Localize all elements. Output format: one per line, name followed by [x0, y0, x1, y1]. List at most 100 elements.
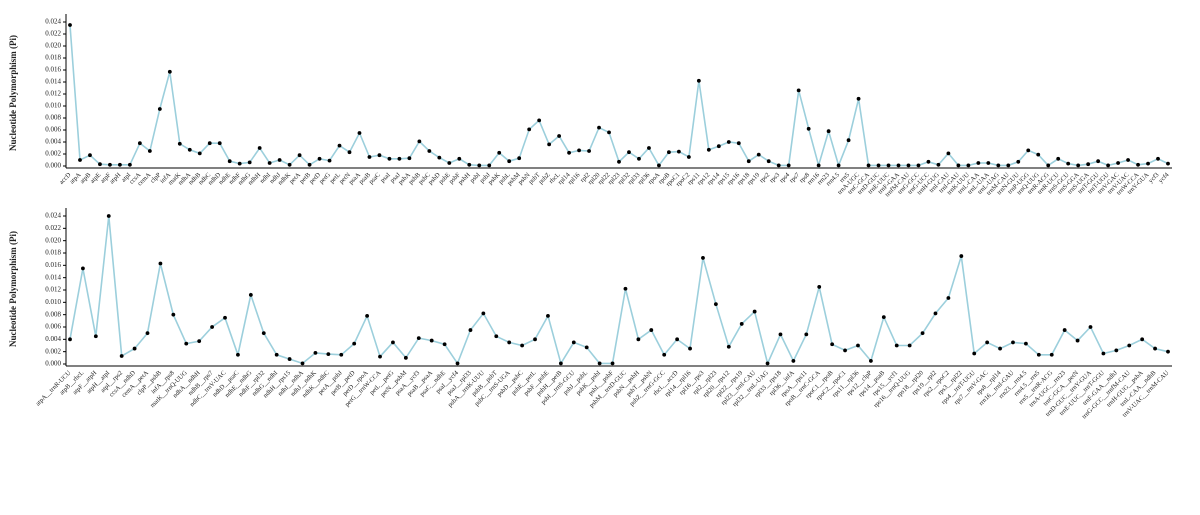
data-point [896, 163, 901, 168]
data-point [846, 138, 851, 143]
data-point [339, 352, 344, 357]
y-tick-label: 0.010 [45, 102, 61, 110]
data-point [326, 352, 331, 357]
data-point [98, 162, 102, 167]
data-point [481, 311, 486, 316]
data-point [701, 256, 705, 260]
data-point [856, 343, 860, 348]
data-point [93, 334, 98, 339]
data-point [378, 354, 382, 359]
data-point [637, 156, 641, 161]
data-point [507, 340, 512, 345]
data-point [347, 150, 352, 155]
data-point [746, 159, 751, 164]
data-point [868, 359, 873, 363]
data-point [132, 346, 137, 351]
data-point [119, 354, 124, 358]
data-point [577, 148, 581, 153]
x-tick-label: ycf4 [1157, 171, 1171, 185]
data-point [118, 162, 122, 167]
data-point [766, 159, 771, 164]
y-tick-label: 0.024 [45, 212, 61, 220]
data-point [429, 338, 434, 343]
data-point [261, 331, 266, 336]
data-point [210, 325, 214, 329]
data-point [1011, 340, 1015, 345]
data-point [267, 161, 272, 165]
y-tick-label: 0.020 [45, 236, 61, 244]
data-point [442, 342, 447, 347]
data-point [127, 162, 132, 167]
data-point [274, 352, 279, 357]
y-tick-label: 0.004 [45, 335, 61, 343]
data-point [907, 343, 912, 348]
data-point [1166, 349, 1170, 354]
data-point [557, 134, 562, 138]
data-point [894, 343, 899, 348]
data-point [407, 156, 412, 161]
data-point [427, 149, 432, 153]
data-point [547, 142, 552, 147]
y-tick-label: 0.002 [45, 150, 61, 158]
data-point [662, 352, 667, 357]
data-point [467, 162, 472, 167]
data-point [517, 156, 522, 161]
data-point [946, 296, 951, 300]
y-tick-label: 0.008 [45, 114, 61, 122]
data-point [676, 149, 681, 154]
data-point [726, 344, 731, 349]
data-point [996, 163, 1001, 168]
data-point [696, 78, 701, 83]
y-tick-label: 0.012 [45, 286, 61, 294]
data-point [1066, 161, 1071, 166]
data-point [816, 163, 821, 168]
data-point [187, 147, 192, 152]
data-point [1046, 163, 1051, 168]
data-point [223, 315, 227, 320]
data-point [1088, 325, 1093, 329]
data-point [647, 146, 651, 150]
data-point [457, 156, 462, 161]
data-point [455, 361, 460, 366]
data-point [791, 359, 796, 363]
data-point [437, 155, 442, 160]
data-point [237, 161, 242, 166]
data-point [1024, 341, 1028, 346]
data-point [507, 159, 512, 164]
data-point [1076, 163, 1081, 168]
data-point [106, 214, 111, 218]
data-point [726, 140, 731, 144]
y-tick-label: 0.012 [45, 90, 61, 98]
data-point [197, 151, 202, 156]
data-point [959, 254, 964, 258]
data-point [571, 340, 576, 345]
data-point [477, 163, 482, 168]
data-point [617, 159, 621, 164]
data-point [587, 149, 591, 153]
data-point [607, 130, 611, 135]
series-line [69, 24, 1169, 169]
y-axis-label: Nucleotide Polymorphism (Pi) [8, 231, 18, 347]
data-point [558, 361, 563, 366]
data-point [881, 315, 886, 320]
data-point [468, 328, 473, 332]
data-point [1006, 163, 1011, 168]
data-point [786, 163, 791, 168]
y-tick-label: 0.000 [45, 360, 61, 368]
data-point [1146, 161, 1150, 166]
data-point [217, 141, 222, 146]
data-point [1026, 148, 1031, 153]
data-point [706, 147, 711, 152]
data-point [145, 331, 150, 336]
data-point [546, 314, 550, 318]
data-point [367, 155, 372, 159]
data-point [806, 126, 811, 131]
data-point [916, 163, 921, 168]
data-point [1126, 158, 1130, 162]
data-point [567, 150, 571, 155]
data-point [1075, 338, 1080, 343]
data-point [297, 153, 302, 158]
data-point [337, 143, 342, 148]
data-point [287, 357, 292, 361]
